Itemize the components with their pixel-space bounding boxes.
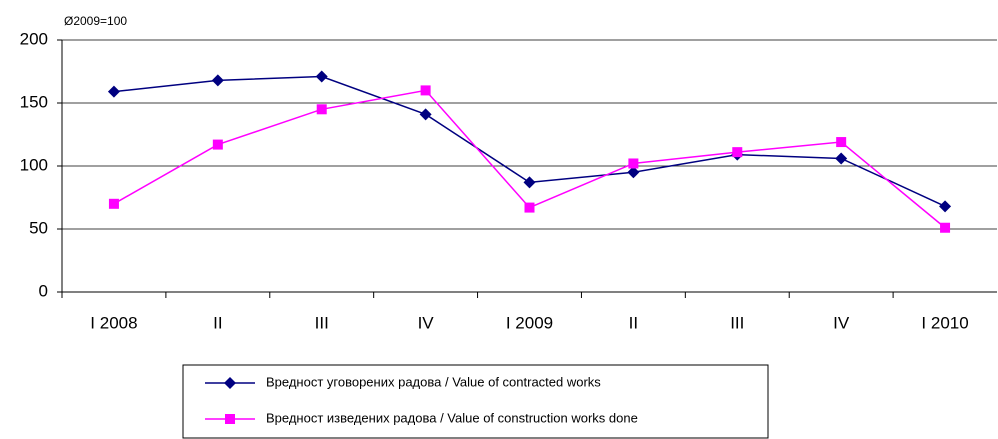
point (939, 200, 952, 213)
point (420, 85, 431, 96)
point (523, 176, 536, 189)
x-tick-label: I 2009 (506, 313, 553, 332)
point (627, 166, 640, 179)
point (628, 158, 639, 169)
legend-label: Вредност изведених радова / Value of con… (266, 410, 638, 425)
x-tick-label: III (730, 313, 744, 332)
point (316, 104, 327, 115)
legend-marker (224, 377, 236, 389)
legend-box (182, 364, 769, 439)
x-tick-label: I 2008 (90, 313, 137, 332)
x-tick-label: I 2010 (921, 313, 968, 332)
point (212, 139, 223, 150)
x-tick-label: II (213, 313, 222, 332)
y-tick-label: 50 (29, 218, 48, 237)
point (419, 108, 432, 121)
y-tick-label: 150 (20, 92, 48, 111)
point (108, 198, 119, 209)
point (211, 74, 224, 87)
point (835, 152, 848, 165)
y-tick-label: 0 (39, 281, 48, 300)
annotation: Ø2009=100 (64, 14, 127, 28)
point (107, 85, 120, 98)
point (836, 137, 847, 148)
point (940, 222, 951, 233)
legend-marker (225, 414, 235, 424)
x-tick-label: IV (833, 313, 850, 332)
x-tick-label: III (315, 313, 329, 332)
y-tick-label: 200 (20, 29, 48, 48)
x-tick-label: II (629, 313, 638, 332)
point (315, 70, 328, 83)
y-tick-label: 100 (20, 155, 48, 174)
point (524, 202, 535, 213)
x-tick-label: IV (418, 313, 435, 332)
legend-label: Вредност уговорених радова / Value of co… (266, 374, 601, 389)
point (732, 147, 743, 158)
